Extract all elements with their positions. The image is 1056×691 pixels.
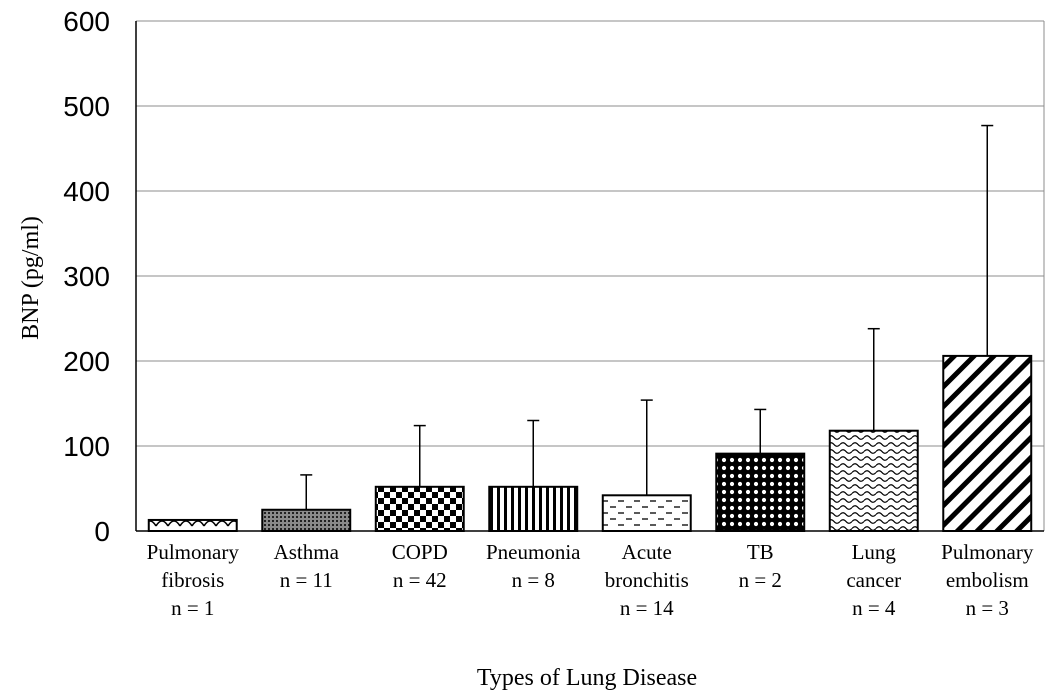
- bar: [374, 485, 465, 532]
- x-tick-label: Acute: [622, 540, 672, 564]
- x-tick-label: n = 42: [393, 568, 447, 592]
- x-tick-label: n = 11: [280, 568, 333, 592]
- bar: [147, 518, 238, 533]
- y-tick-label: 300: [63, 261, 110, 292]
- x-tick-label: embolism: [946, 568, 1029, 592]
- bar: [942, 354, 1033, 532]
- y-tick-label: 200: [63, 346, 110, 377]
- x-tick-label: Asthma: [274, 540, 340, 564]
- bar: [715, 452, 806, 532]
- bar: [601, 494, 692, 532]
- x-tick-label: n = 8: [512, 568, 555, 592]
- x-tick-label: n = 4: [852, 596, 896, 620]
- y-tick-label: 400: [63, 176, 110, 207]
- x-tick-label: fibrosis: [161, 568, 224, 592]
- x-tick-label: n = 2: [739, 568, 782, 592]
- x-tick-label: COPD: [392, 540, 448, 564]
- x-tick-label: n = 14: [620, 596, 674, 620]
- x-tick-label: n = 1: [171, 596, 214, 620]
- x-tick-label: cancer: [846, 568, 901, 592]
- y-tick-label: 0: [94, 516, 110, 547]
- y-tick-label: 500: [63, 91, 110, 122]
- y-axis-title: BNP (pg/ml): [18, 216, 44, 340]
- bar: [828, 429, 919, 533]
- bar: [261, 508, 352, 532]
- x-tick-label: Pulmonary: [147, 540, 240, 564]
- x-tick-label: n = 3: [966, 596, 1009, 620]
- bar: [488, 485, 579, 532]
- x-tick-label: TB: [747, 540, 774, 564]
- x-tick-label: Pulmonary: [941, 540, 1034, 564]
- x-tick-label: bronchitis: [605, 568, 689, 592]
- x-tick-label: Lung: [852, 540, 897, 564]
- x-axis-title: Types of Lung Disease: [477, 665, 697, 691]
- y-tick-label: 600: [63, 6, 110, 37]
- x-tick-label: Pneumonia: [486, 540, 581, 564]
- y-tick-label: 100: [63, 431, 110, 462]
